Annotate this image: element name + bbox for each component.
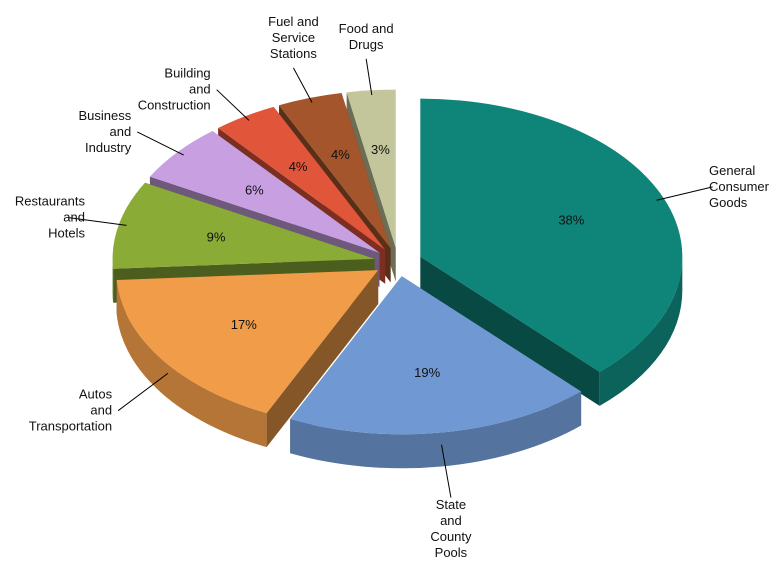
category-label: Business and Industry [79, 108, 132, 155]
slice-group: 38% [420, 98, 683, 406]
leader-line [137, 131, 184, 156]
slice-side [266, 270, 379, 448]
slice-group: 19% [290, 276, 582, 469]
slice-side [599, 256, 683, 406]
slice-side [112, 258, 114, 303]
leader-line [365, 58, 373, 96]
category-label: Autos and Transportation [29, 387, 113, 434]
slice-side [290, 391, 582, 469]
value-label: 4% [289, 159, 308, 174]
leader-line [441, 444, 452, 498]
leader-line [117, 372, 169, 412]
leader-line [656, 186, 713, 201]
slice-group: 17% [116, 270, 379, 448]
slice-side [116, 280, 267, 448]
leader-line [292, 67, 313, 103]
category-label: General Consumer Goods [709, 163, 770, 210]
value-label: 19% [414, 365, 440, 380]
slice [218, 106, 386, 250]
slice [290, 276, 582, 435]
category-label: Fuel and Service Stations [268, 14, 319, 61]
slice-side [420, 256, 600, 406]
category-label: Restaurants and Hotels [15, 193, 86, 240]
slice [346, 89, 396, 248]
category-label: Building and Construction [138, 66, 211, 113]
category-label: State and County Pools [430, 497, 472, 560]
value-label: 17% [231, 317, 257, 332]
category-label: Food and Drugs [339, 21, 394, 52]
slice [149, 131, 380, 253]
slice [279, 93, 391, 249]
slice [112, 182, 375, 269]
value-label: 38% [558, 213, 584, 228]
value-label: 9% [207, 229, 226, 244]
slice [116, 270, 379, 414]
value-label: 3% [371, 142, 390, 157]
leader-line [216, 89, 250, 121]
leader-line [67, 216, 127, 226]
slice [420, 98, 683, 372]
value-label: 4% [331, 147, 350, 162]
value-label: 6% [245, 182, 264, 197]
